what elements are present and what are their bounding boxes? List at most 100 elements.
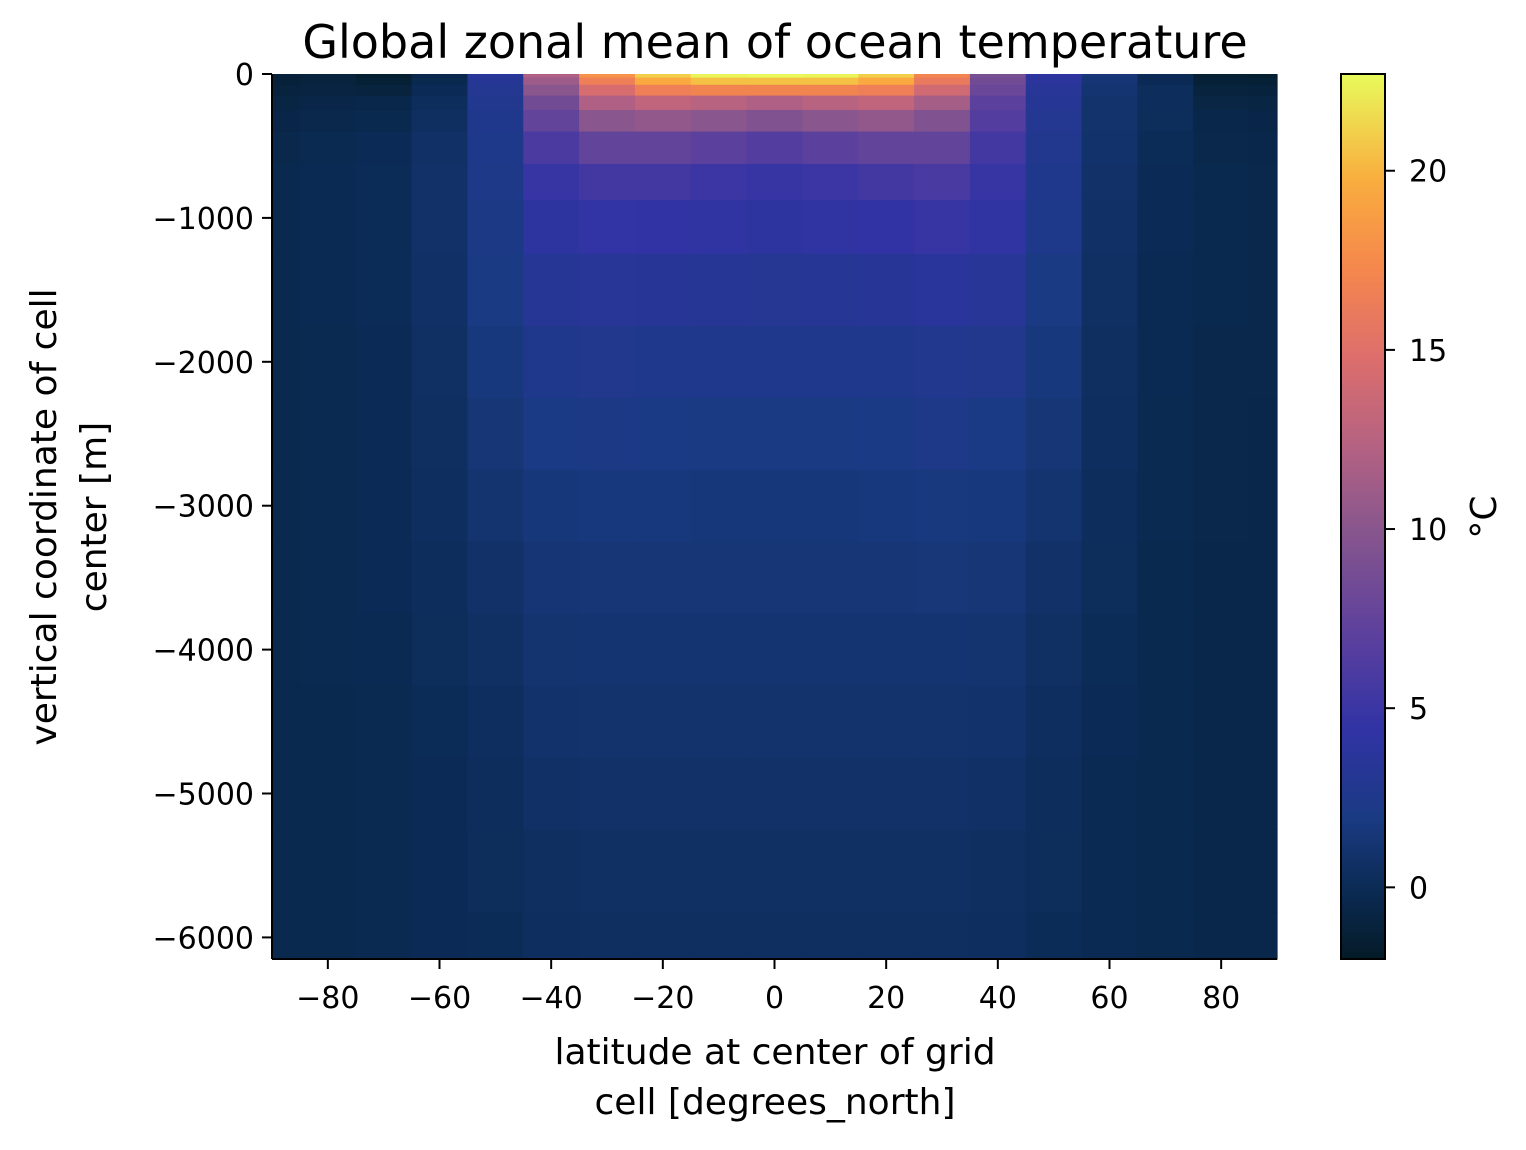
heatmap-cell [914,685,971,759]
heatmap-cell [1193,163,1250,201]
heatmap-cell [1193,613,1250,687]
heatmap-cell [969,131,1027,165]
heatmap-cell [1025,95,1083,111]
heatmap-cell [1193,757,1250,831]
heatmap-cell [579,757,636,831]
heatmap-cell [299,757,357,831]
heatmap-cell [969,613,1027,687]
heatmap-cell [969,77,1027,86]
heatmap-cell [1081,829,1139,913]
heatmap-cell [579,109,636,133]
heatmap-cell [690,77,748,86]
heatmap-cell [467,757,524,831]
x-tick-label: −60 [408,981,471,1016]
heatmap-cell [1249,95,1278,111]
heatmap-cell [411,199,469,255]
heatmap-cell [579,84,636,97]
heatmap-cell [969,253,1027,327]
heatmap-cell [969,397,1027,471]
heatmap-cell [746,829,804,913]
heatmap-cell [969,109,1027,133]
heatmap-cell [579,829,636,913]
x-tick-label: −20 [631,981,694,1016]
x-tick-label: 40 [979,981,1017,1016]
heatmap-cell [1025,84,1083,97]
heatmap-cell [914,95,971,111]
heatmap-cell [272,685,301,759]
heatmap-cell [411,163,469,201]
heatmap-cell [467,912,524,960]
heatmap-cell [914,325,971,399]
x-tick-label: −40 [520,981,583,1016]
y-tick-label: −2000 [153,346,254,381]
y-tick-label: −1000 [153,202,254,237]
heatmap-cell [272,397,301,471]
heatmap-cell [690,131,748,165]
heatmap-cell [272,109,301,133]
heatmap-cell [272,541,301,615]
heatmap-cell [1137,199,1194,255]
heatmap-cell [1081,109,1139,133]
heatmap-cell [858,163,915,201]
heatmap-cell [523,397,580,471]
heatmap-cell [299,685,357,759]
heatmap-cell [299,613,357,687]
colorbar-tick-label: 15 [1409,334,1447,369]
heatmap-cell [579,163,636,201]
heatmap-cell [634,541,692,615]
heatmap-cell [1081,613,1139,687]
heatmap-cell [411,84,469,97]
heatmap-cell [272,912,301,960]
heatmap-cell [523,131,580,165]
heatmap-cell [272,131,301,165]
heatmap-cell [1249,109,1278,133]
heatmap-cell [1249,77,1278,86]
heatmap-cell [858,541,915,615]
heatmap-cell [1081,912,1139,960]
heatmap-cell [1081,84,1139,97]
heatmap-cell [802,613,859,687]
heatmap-cell [355,325,413,399]
heatmap-cell [690,199,748,255]
heatmap-cell [969,912,1027,960]
heatmap-cell [523,685,580,759]
heatmap-cell [299,163,357,201]
heatmap-cell [914,397,971,471]
heatmap-cell [299,469,357,543]
heatmap-cell [914,912,971,960]
heatmap-cell [523,912,580,960]
heatmap-cell [1025,109,1083,133]
heatmap-cell [634,829,692,913]
heatmap-cell [1193,109,1250,133]
heatmap-cell [1025,613,1083,687]
heatmap-cell [914,613,971,687]
heatmap-cell [523,829,580,913]
heatmap-cell [1137,131,1194,165]
heatmap-cell [746,325,804,399]
heatmap-cell [1249,84,1278,97]
colorbar-tick-label: 0 [1409,871,1428,906]
heatmap-cell [634,397,692,471]
colorbar-tick-label: 10 [1409,513,1447,548]
heatmap-cell [690,757,748,831]
heatmap-cell [1137,397,1194,471]
heatmap-cell [914,77,971,86]
heatmap-cell [858,77,915,86]
heatmap-cell [1025,77,1083,86]
heatmap-cell [523,109,580,133]
heatmap-cell [411,77,469,86]
heatmap-cell [969,829,1027,913]
heatmap-cell [299,84,357,97]
heatmap-cell [1025,253,1083,327]
heatmap-cell [579,199,636,255]
heatmap-cell [802,163,859,201]
heatmap-cell [523,469,580,543]
heatmap-cell [858,397,915,471]
heatmap-cell [1137,109,1194,133]
heatmap-cell [802,74,859,79]
heatmap-cell [1193,829,1250,913]
heatmap-cell [746,757,804,831]
heatmap-cell [1249,199,1278,255]
heatmap-cell [1249,253,1278,327]
